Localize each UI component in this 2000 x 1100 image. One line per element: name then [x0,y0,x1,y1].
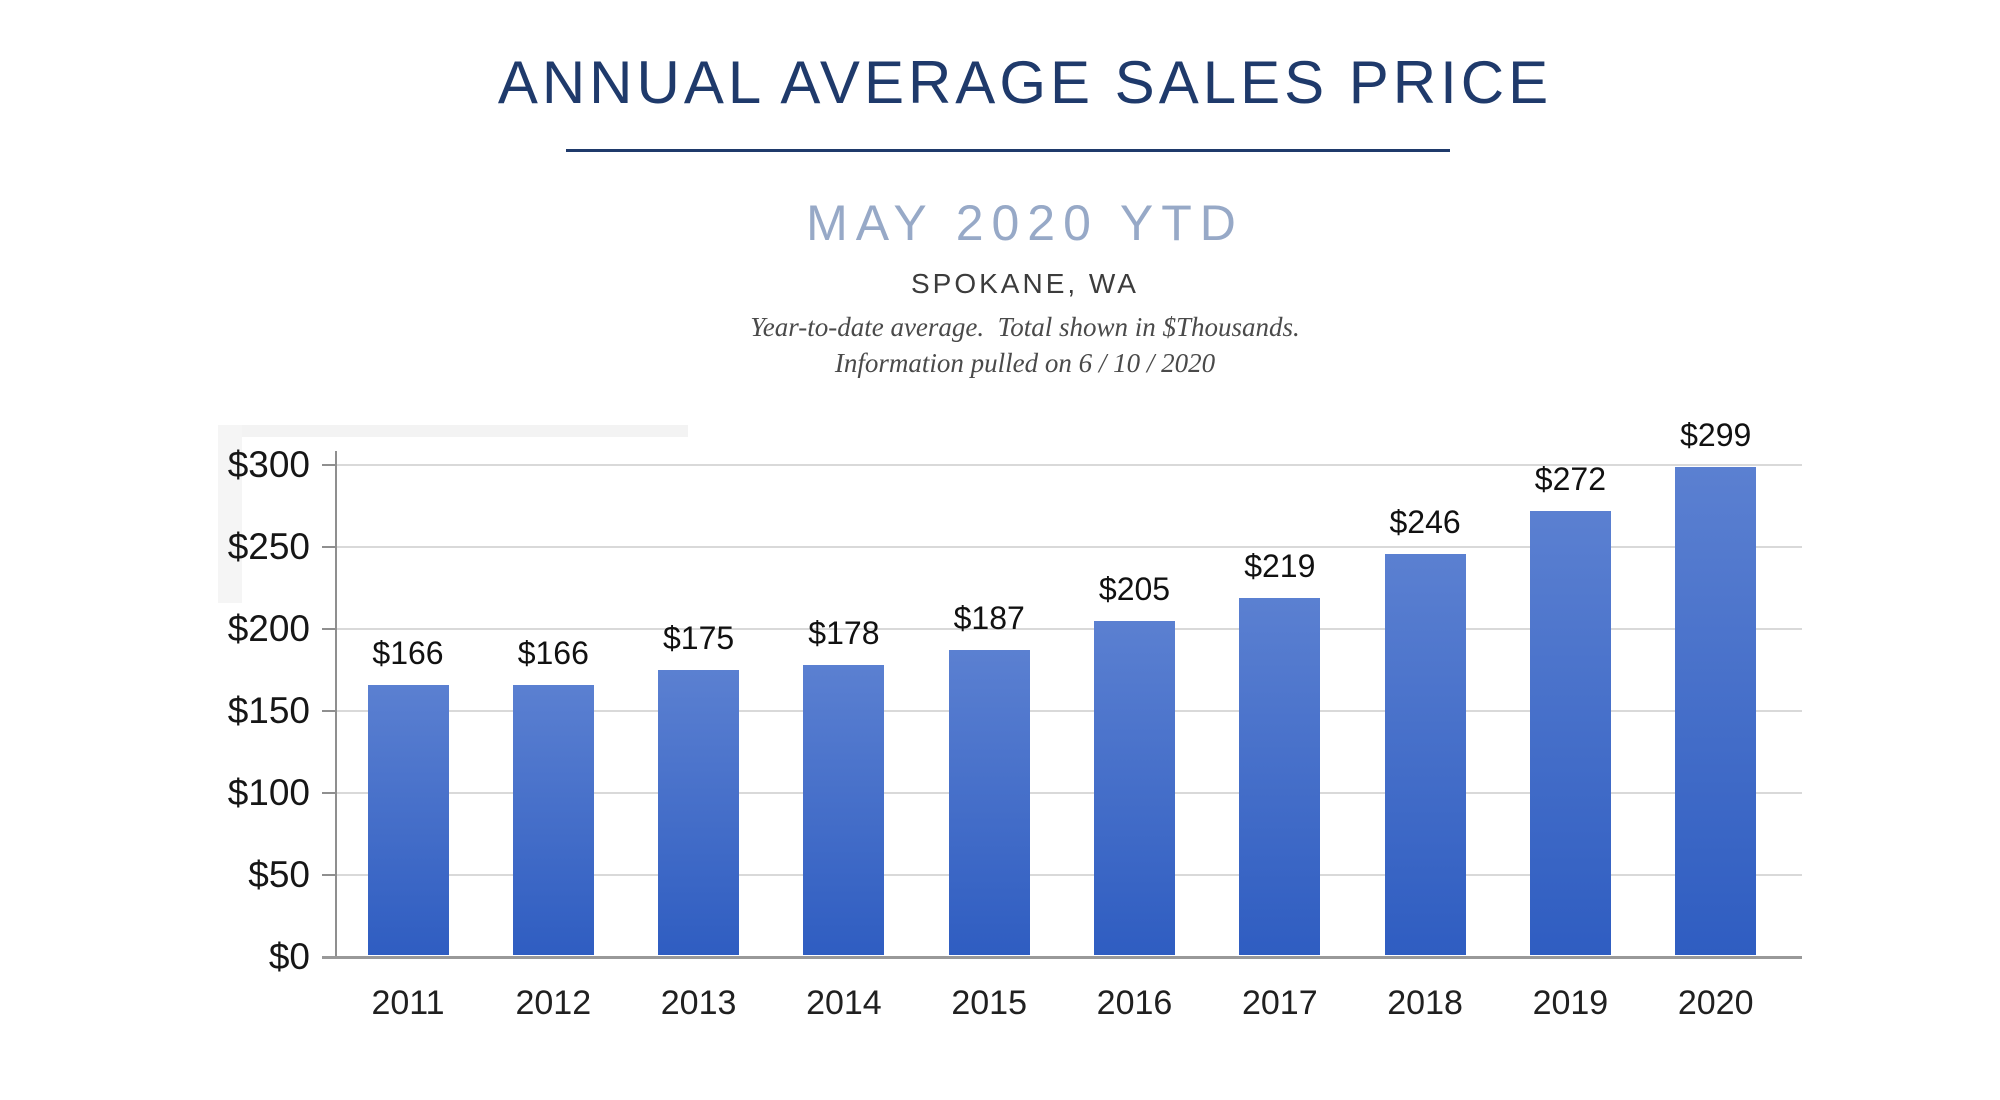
x-axis-label-2020: 2020 [1677,984,1754,1022]
gridline-$200 [336,628,1802,630]
y-axis-label-$300: $300 [227,444,310,485]
y-axis-label-$150: $150 [227,690,310,731]
x-axis-label-2014: 2014 [806,984,882,1022]
footnote-line-2: Information pulled on 6 / 10 / 2020 [834,348,1216,378]
y-axis-tick-$150 [322,710,336,712]
background-artifact-left [218,425,242,603]
y-axis-label-$0: $0 [268,936,310,977]
y-axis-label-$50: $50 [248,854,310,895]
x-axis-label-2012: 2012 [515,984,592,1022]
x-axis-label-2018: 2018 [1387,984,1463,1022]
bar-2011 [367,684,449,955]
bar-value-label-2019: $272 [1534,460,1606,497]
x-axis-label-2011: 2011 [371,984,445,1022]
bar-2015 [948,650,1030,955]
bar-2013 [658,670,740,955]
x-axis-label-2017: 2017 [1241,984,1318,1022]
y-axis-tick-$100 [322,792,336,794]
bar-2018 [1384,553,1466,955]
x-axis-label-2016: 2016 [1096,984,1173,1022]
subtitle-period: MAY 2020 YTD [806,195,1244,251]
y-axis-tick-$250 [322,546,336,548]
gridline-$100 [336,792,1802,794]
bar-2017 [1239,597,1321,955]
y-axis-label-$100: $100 [227,772,310,813]
bar-value-label-2013: $175 [663,620,735,656]
background-artifact-top [218,425,688,437]
bar-value-label-2014: $178 [808,615,880,652]
bar-value-label-2016: $205 [1098,570,1171,607]
x-axis-line [322,956,1802,959]
gridline-$50 [336,874,1802,876]
title-divider-line [566,149,1450,152]
bar-2016 [1094,620,1175,955]
x-axis-label-2019: 2019 [1532,984,1609,1022]
gridline-$150 [336,710,1802,712]
bar-value-label-2015: $187 [953,600,1025,637]
x-axis-label-2015: 2015 [951,984,1027,1022]
gridline-$250 [336,546,1802,548]
gridline-$300 [336,464,1802,466]
bar-2012 [512,684,594,955]
bar-value-label-2011: $166 [372,634,444,671]
y-axis-line [335,451,337,957]
footnote-line-1: Year-to-date average. Total shown in $Th… [750,312,1300,342]
bar-2019 [1529,510,1611,955]
subtitle-location: SPOKANE, WA [910,268,1139,299]
y-axis-label-$200: $200 [227,608,310,649]
y-axis-tick-$200 [322,628,336,630]
y-axis-tick-$300 [322,464,336,466]
bar-value-label-2020: $299 [1680,416,1752,453]
bar-value-label-2017: $219 [1244,547,1316,584]
bar-value-label-2012: $166 [517,634,589,671]
bar-2014 [803,665,885,955]
bar-2020 [1675,466,1757,955]
x-axis-label-2013: 2013 [660,984,737,1022]
page-title: ANNUAL AVERAGE SALES PRICE [497,49,1553,116]
y-axis-label-$250: $250 [227,526,310,567]
y-axis-tick-$50 [322,874,336,876]
bar-value-label-2018: $246 [1389,503,1461,540]
